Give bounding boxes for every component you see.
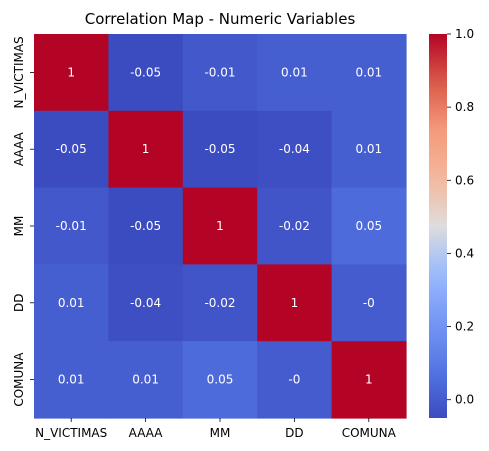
cell-label-comuna-mm: 0.05 [207, 373, 234, 387]
heatmap-cells: 1 -0.05 -0.01 0.01 0.01 -0.05 1 -0.05 -0.04 0.01 -… [34, 34, 407, 419]
heatmap-cell-comuna-mm [182, 341, 258, 419]
cell-label-dd-mm: -0.02 [204, 296, 235, 310]
heatmap-cell-comuna-n-victimas [34, 341, 109, 419]
cell-label-comuna-comuna: 1 [365, 373, 373, 387]
cell-label-comuna-aaaa: 0.01 [132, 373, 159, 387]
heatmap-cell-mm-comuna [331, 187, 407, 265]
colorbar-tick-label-0-0: 0.0 [455, 393, 474, 407]
y-axis: N_VICTIMAS AAAA MM DD COMUNA [12, 36, 34, 407]
heatmap-cell-dd-mm [182, 264, 258, 342]
heatmap-cell-mm-aaaa [108, 187, 184, 265]
heatmap-cell-n-victimas-n-victimas [34, 34, 109, 112]
heatmap-cell-comuna-dd [257, 341, 333, 419]
heatmap-cell-n-victimas-dd [257, 34, 333, 112]
heatmap-cell-dd-comuna [331, 264, 407, 342]
y-tick-label-n-victimas: N_VICTIMAS [12, 36, 26, 108]
heatmap-cell-dd-dd [257, 264, 333, 342]
colorbar-tick-label-0-6: 0.6 [455, 173, 474, 187]
cell-label-n-victimas-comuna: 0.01 [355, 65, 382, 79]
cell-label-aaaa-dd: -0.04 [279, 142, 310, 156]
cell-label-n-victimas-dd: 0.01 [281, 65, 308, 79]
cell-label-n-victimas-n-victimas: 1 [67, 65, 75, 79]
cell-label-aaaa-mm: -0.05 [204, 142, 235, 156]
cell-label-mm-dd: -0.02 [279, 219, 310, 233]
y-tick-label-aaaa: AAAA [12, 131, 26, 166]
cell-label-mm-mm: 1 [216, 219, 224, 233]
heatmap-cell-dd-aaaa [108, 264, 184, 342]
heatmap-cell-comuna-aaaa [108, 341, 184, 419]
cell-label-mm-aaaa: -0.05 [130, 219, 161, 233]
cell-label-dd-n-victimas: 0.01 [58, 296, 85, 310]
colorbar-tick-label-0-4: 0.4 [455, 246, 474, 260]
heatmap-cell-aaaa-n-victimas [34, 110, 109, 189]
x-tick-label-n-victimas: N_VICTIMAS [35, 426, 107, 440]
x-axis: N_VICTIMAS AAAA MM DD COMUNA [35, 418, 397, 440]
colorbar-tick-label-1-0: 1.0 [455, 27, 474, 41]
cell-label-comuna-dd: -0 [288, 373, 300, 387]
heatmap-cell-n-victimas-mm [182, 34, 258, 112]
colorbar-tick-label-0-2: 0.2 [455, 320, 474, 334]
y-tick-label-comuna: COMUNA [12, 352, 26, 407]
x-tick-label-dd: DD [285, 426, 303, 440]
colorbar-gradient [429, 34, 447, 418]
cell-label-dd-dd: 1 [291, 296, 299, 310]
cell-label-aaaa-comuna: 0.01 [355, 142, 382, 156]
cell-label-n-victimas-aaaa: -0.05 [130, 65, 161, 79]
cell-label-n-victimas-mm: -0.01 [204, 65, 235, 79]
heatmap-cell-n-victimas-aaaa [108, 34, 184, 112]
cell-label-aaaa-n-victimas: -0.05 [56, 142, 87, 156]
colorbar: 0.0 0.2 0.4 0.6 0.8 1.0 [429, 27, 474, 418]
cell-label-dd-aaaa: -0.04 [130, 296, 161, 310]
cell-label-mm-comuna: 0.05 [355, 219, 382, 233]
cell-label-dd-comuna: -0 [363, 296, 375, 310]
heatmap-cell-mm-mm [182, 187, 258, 265]
heatmap-cell-mm-n-victimas [34, 187, 109, 265]
heatmap-cell-aaaa-aaaa [108, 110, 184, 189]
chart-title: Correlation Map - Numeric Variables [85, 10, 356, 28]
heatmap-cell-dd-n-victimas [34, 264, 109, 342]
y-tick-label-dd: DD [12, 294, 26, 312]
cell-label-aaaa-aaaa: 1 [142, 142, 150, 156]
heatmap-cell-aaaa-comuna [331, 110, 407, 189]
y-tick-label-mm: MM [12, 216, 26, 237]
colorbar-tick-label-0-8: 0.8 [455, 100, 474, 114]
heatmap-cell-aaaa-dd [257, 110, 333, 189]
x-tick-label-comuna: COMUNA [342, 426, 397, 440]
heatmap-cell-n-victimas-comuna [331, 34, 407, 112]
cell-label-comuna-n-victimas: 0.01 [58, 373, 85, 387]
cell-label-mm-n-victimas: -0.01 [56, 219, 87, 233]
heatmap-cell-comuna-comuna [331, 341, 407, 419]
x-tick-label-aaaa: AAAA [129, 426, 164, 440]
heatmap-cell-mm-dd [257, 187, 333, 265]
x-tick-label-mm: MM [210, 426, 231, 440]
heatmap-cell-aaaa-mm [182, 110, 258, 189]
